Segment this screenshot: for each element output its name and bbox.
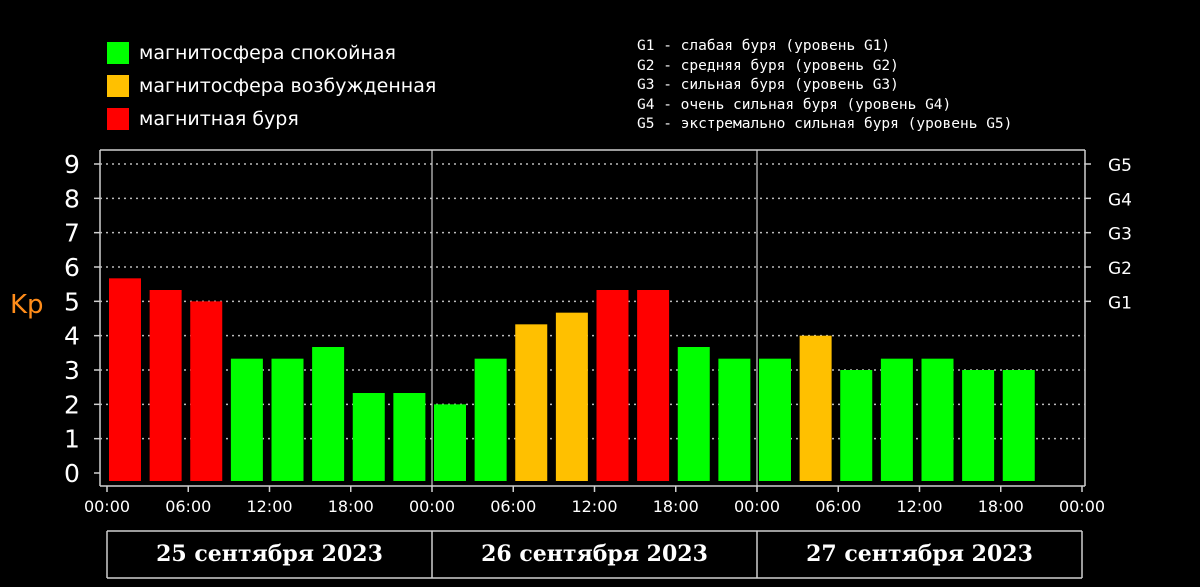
day-label: 26 сентября 2023 [481,541,708,567]
legend-item-quiet: магнитосфера спокойная [107,36,436,69]
day-label: 27 сентября 2023 [806,541,1033,567]
y-tick-label: 8 [64,184,80,213]
legend-label-active: магнитосфера возбужденная [139,74,437,97]
kp-bar [840,370,873,481]
kp-bar [312,346,345,481]
legend-label-storm: магнитная буря [139,107,299,130]
y-tick-label: 4 [64,322,80,351]
storm-level-g5: G5 - экстремально сильная буря (уровень … [637,116,1013,132]
y-tick-label: 2 [64,390,80,419]
kp-bar [271,358,304,481]
y-tick-label: 6 [64,253,80,282]
day-label: 25 сентября 2023 [156,541,383,567]
legend-swatch-quiet [107,41,129,64]
kp-bar [474,358,507,481]
kp-bar [352,393,385,481]
x-tick-label: 18:00 [653,497,699,516]
storm-level-g3: G3 - сильная буря (уровень G3) [637,77,899,93]
legend-swatch-active [107,74,129,97]
legend: магнитосфера спокойная магнитосфера возб… [107,36,436,135]
storm-level-g2: G2 - средняя буря (уровень G2) [637,57,899,74]
kp-bar [515,324,548,481]
kp-bar [799,335,832,481]
y-tick-label: 9 [64,150,80,179]
kp-bar [109,278,141,481]
right-tick-label: G5 [1108,156,1132,176]
kp-bar [230,358,263,481]
kp-bar [393,393,426,481]
kp-bar [190,301,223,481]
kp-bar [434,404,466,481]
legend-item-active: магнитосфера возбужденная [107,69,436,102]
kp-bar [880,358,913,481]
kp-bar [718,358,751,481]
kp-bar [637,290,670,481]
x-tick-label: 12:00 [571,497,617,516]
x-tick-label: 06:00 [490,497,536,516]
x-tick-label: 12:00 [896,497,942,516]
kp-bar [677,346,710,481]
legend-swatch-storm [107,107,129,130]
x-tick-label: 18:00 [328,497,374,516]
legend-label-quiet: магнитосфера спокойная [139,41,396,64]
x-tick-label: 00:00 [84,497,130,516]
kp-bar [555,312,588,481]
kp-bar [149,290,182,481]
y-tick-label: 1 [64,425,80,454]
x-tick-label: 00:00 [409,497,455,516]
storm-level-g4: G4 - очень сильная буря (уровень G4) [637,96,952,113]
legend-item-storm: магнитная буря [107,102,436,135]
right-tick-label: G2 [1108,259,1132,279]
y-tick-label: 3 [64,356,80,385]
y-tick-label: 0 [64,459,80,488]
y-axis-label: Kp [10,290,44,320]
kp-bar [1002,370,1035,481]
kp-bar [962,370,995,481]
x-tick-label: 18:00 [978,497,1024,516]
right-tick-label: G1 [1108,293,1132,313]
x-tick-label: 12:00 [246,497,292,516]
kp-bar [596,290,629,481]
right-tick-label: G4 [1108,190,1132,210]
x-tick-label: 06:00 [165,497,211,516]
storm-level-legend: G1 - слабая буря (уровень G1) G2 - средн… [637,37,1012,135]
x-tick-label: 06:00 [815,497,861,516]
kp-bar [921,358,954,481]
kp-bar [759,358,791,481]
storm-level-g1: G1 - слабая буря (уровень G1) [637,38,891,54]
y-tick-label: 5 [64,287,80,316]
x-tick-label: 00:00 [1059,497,1105,516]
x-tick-label: 00:00 [734,497,780,516]
y-tick-label: 7 [64,219,80,248]
right-tick-label: G3 [1108,225,1132,245]
